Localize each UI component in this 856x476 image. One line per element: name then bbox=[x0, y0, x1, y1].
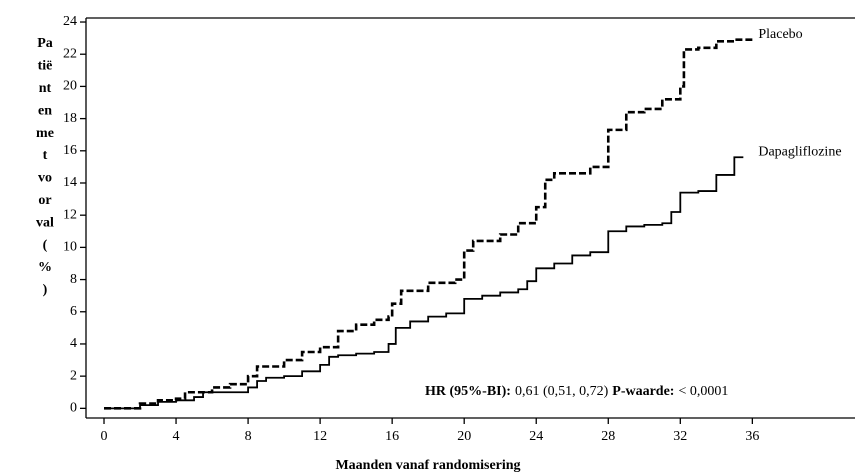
y-tick-label: 16 bbox=[63, 143, 77, 158]
x-tick-label: 0 bbox=[101, 429, 108, 444]
annotation: HR (95%-BI): 0,61 (0,51, 0,72) P-waarde: < … bbox=[425, 384, 728, 399]
y-axis-label: or bbox=[38, 193, 51, 208]
y-tick-label: 4 bbox=[70, 336, 77, 351]
x-tick-label: 36 bbox=[745, 429, 759, 444]
annotation-part: < 0,0001 bbox=[678, 384, 728, 399]
y-axis-label: % bbox=[38, 260, 52, 275]
y-tick-label: 0 bbox=[70, 401, 77, 416]
annotation-part: HR (95%-BI): bbox=[425, 384, 511, 399]
survival-curve bbox=[104, 156, 744, 410]
x-tick-label: 16 bbox=[385, 429, 399, 444]
y-axis-label: ) bbox=[43, 283, 48, 298]
y-tick-label: 14 bbox=[63, 175, 77, 190]
y-axis-label: Pa bbox=[37, 36, 53, 51]
y-tick-label: 18 bbox=[63, 111, 77, 126]
y-axis-label: t bbox=[43, 148, 48, 163]
y-tick-label: 24 bbox=[63, 14, 77, 29]
y-axis-label: en bbox=[38, 103, 52, 118]
y-tick-label: 2 bbox=[70, 368, 77, 383]
x-tick-label: 28 bbox=[601, 429, 615, 444]
y-axis-label: ( bbox=[43, 238, 48, 253]
y-tick-label: 22 bbox=[63, 46, 77, 61]
annotation-part: 0,61 (0,51, 0,72) bbox=[515, 384, 609, 399]
x-tick-label: 12 bbox=[313, 429, 327, 444]
series-label: Placebo bbox=[758, 27, 802, 42]
survival-curve bbox=[104, 38, 753, 410]
x-tick-label: 24 bbox=[529, 429, 543, 444]
y-axis-label: val bbox=[36, 215, 54, 230]
y-axis-label: vo bbox=[38, 171, 52, 186]
x-axis-label: Maanden vanaf randomisering bbox=[335, 458, 520, 473]
y-tick-label: 10 bbox=[63, 240, 77, 255]
y-tick-label: 8 bbox=[70, 272, 77, 287]
y-tick-label: 20 bbox=[63, 79, 77, 94]
x-tick-label: 8 bbox=[245, 429, 252, 444]
y-axis-label: tië bbox=[38, 59, 53, 74]
y-tick-label: 12 bbox=[63, 207, 77, 222]
x-tick-label: 4 bbox=[173, 429, 180, 444]
series-label: Dapagliflozine bbox=[758, 144, 841, 159]
annotation-part: P-waarde: bbox=[612, 384, 674, 399]
y-axis-label: me bbox=[36, 126, 54, 141]
x-tick-label: 32 bbox=[673, 429, 687, 444]
x-tick-label: 20 bbox=[457, 429, 471, 444]
y-tick-label: 6 bbox=[70, 304, 77, 319]
y-axis-label: nt bbox=[39, 81, 52, 96]
